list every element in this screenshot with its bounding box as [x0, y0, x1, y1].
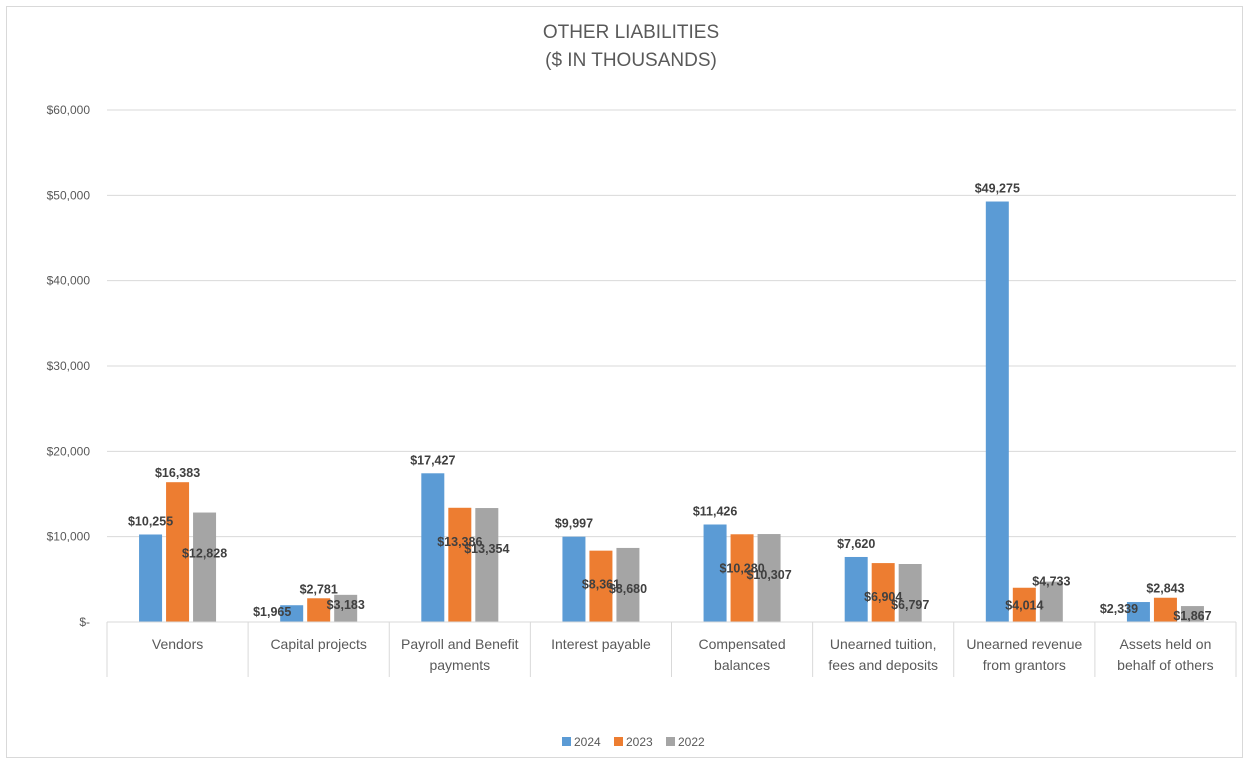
data-label: $2,339	[1100, 602, 1138, 616]
bar-2023-4	[730, 534, 754, 622]
x-tick-label: Unearned tuition,	[830, 636, 937, 652]
legend-label: 2022	[678, 735, 705, 749]
bar-2024-3	[562, 536, 586, 622]
data-label: $2,781	[300, 582, 338, 596]
chart-title: OTHER LIABILITIES	[543, 22, 719, 43]
data-label: $10,255	[128, 514, 173, 528]
legend-swatch-2022	[666, 737, 675, 746]
x-tick-label: Compensated	[698, 636, 785, 652]
data-label: $7,620	[837, 537, 875, 551]
y-tick-label: $50,000	[47, 188, 91, 202]
data-label: $11,426	[693, 504, 738, 518]
data-label: $4,733	[1032, 575, 1070, 589]
bar-2022-0	[193, 512, 217, 622]
x-tick-label: payments	[429, 657, 490, 673]
bar-2024-1	[280, 605, 304, 622]
bar-2023-6	[1012, 587, 1036, 622]
data-label: $4,014	[1005, 599, 1043, 613]
x-tick-label: Vendors	[152, 636, 203, 652]
legend-label: 2024	[574, 735, 601, 749]
y-axis: $- $10,000 $20,000 $30,000 $40,000 $50,000 $60…	[47, 103, 91, 629]
data-label: $49,275	[975, 182, 1020, 196]
legend-swatch-2024	[562, 737, 571, 746]
data-label: $13,386	[437, 535, 482, 549]
data-label: $9,997	[555, 517, 593, 531]
bar-2023-3	[589, 550, 613, 622]
bar-2022-5	[898, 563, 922, 622]
bar-2024-0	[139, 534, 163, 622]
bar-2022-7	[1180, 606, 1204, 622]
data-label: $10,307	[746, 568, 791, 582]
bar-2024-2	[421, 473, 445, 622]
bar-2023-2	[448, 507, 472, 622]
data-label: $1,965	[253, 605, 291, 619]
bars	[139, 201, 1204, 622]
legend: 2024 2023 2022	[562, 735, 705, 749]
data-labels: $10,255 $16,383 $12,828 $1,965 $2,781 $3,183 $…	[128, 182, 1212, 624]
x-axis: Vendors Capital projects Payroll and Benef…	[106, 621, 1237, 677]
y-tick-label: $60,000	[47, 103, 91, 117]
data-label: $8,361	[582, 578, 620, 592]
x-tick-label: Interest payable	[551, 636, 651, 652]
data-label: $2,843	[1146, 582, 1184, 596]
data-label: $10,280	[719, 561, 764, 575]
y-tick-label: $40,000	[47, 274, 91, 288]
y-tick-label: $10,000	[47, 530, 91, 544]
data-label: $13,354	[464, 542, 509, 556]
x-tick-label: behalf of others	[1117, 657, 1214, 673]
bar-2023-0	[166, 482, 190, 622]
bar-2023-1	[307, 598, 331, 622]
x-tick-label: from grantors	[983, 657, 1066, 673]
x-tick-label: balances	[714, 657, 770, 673]
bar-2022-4	[757, 534, 781, 622]
bar-2024-4	[703, 524, 727, 622]
data-label: $6,797	[891, 598, 929, 612]
y-tick-label: $30,000	[47, 359, 91, 373]
bar-2022-2	[475, 508, 499, 622]
bar-2024-6	[985, 201, 1009, 622]
data-label: $1,867	[1173, 609, 1211, 623]
y-tick-label: $-	[79, 615, 90, 629]
bar-2022-6	[1039, 581, 1063, 622]
chart-subtitle: ($ IN THOUSANDS)	[545, 50, 717, 71]
x-tick-label: Assets held on	[1120, 636, 1212, 652]
gridlines	[107, 109, 1236, 623]
bar-2023-7	[1153, 597, 1177, 622]
data-label: $3,183	[327, 598, 365, 612]
bar-2024-7	[1126, 602, 1150, 622]
data-label: $16,383	[155, 466, 200, 480]
x-tick-label: Payroll and Benefit	[401, 636, 519, 652]
bar-2024-5	[844, 556, 868, 622]
data-label: $8,680	[609, 582, 647, 596]
chart-frame	[6, 6, 1243, 758]
y-tick-label: $20,000	[47, 444, 91, 458]
bar-2023-5	[871, 563, 895, 622]
bar-2022-3	[616, 547, 640, 622]
data-label: $6,904	[864, 590, 902, 604]
legend-label: 2023	[626, 735, 653, 749]
bar-2022-1	[334, 594, 358, 622]
data-label: $12,828	[182, 547, 227, 561]
x-tick-label: fees and deposits	[828, 657, 938, 673]
legend-swatch-2023	[614, 737, 623, 746]
x-tick-label: Capital projects	[270, 636, 367, 652]
x-tick-label: Unearned revenue	[966, 636, 1082, 652]
data-label: $17,427	[410, 453, 455, 467]
